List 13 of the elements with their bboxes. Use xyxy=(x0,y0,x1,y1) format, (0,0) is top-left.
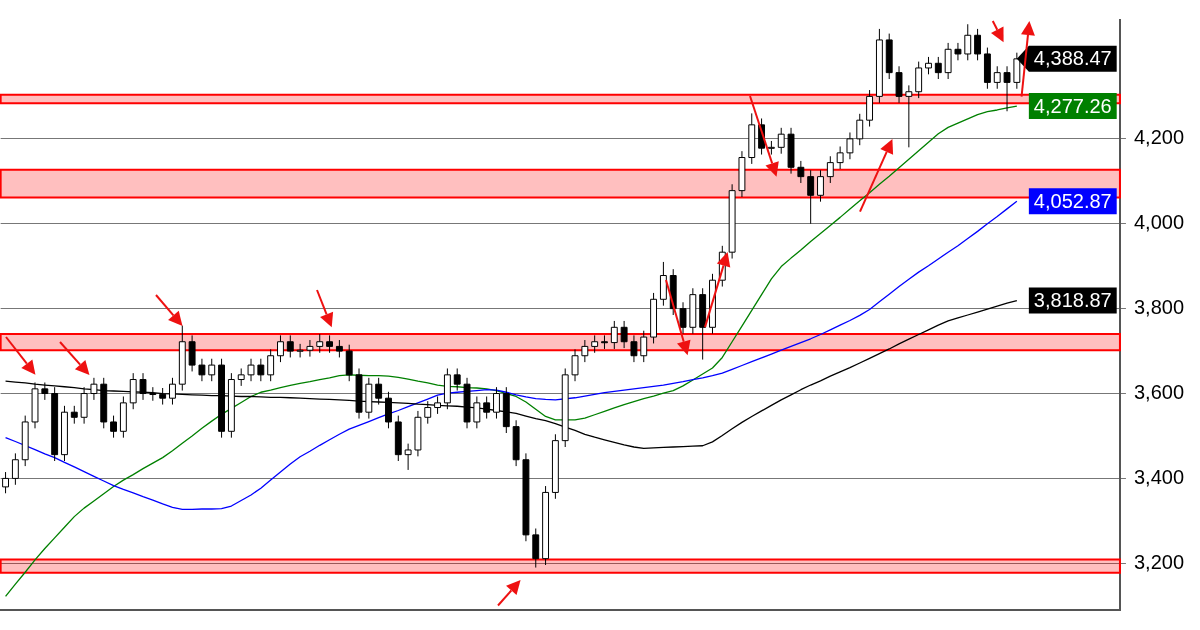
y-tick-label: 3,200 xyxy=(1133,550,1185,573)
y-tick-label: 3,800 xyxy=(1133,296,1185,319)
y-tick-label: 3,600 xyxy=(1133,381,1185,404)
y-tick-label: 4,000 xyxy=(1133,211,1185,234)
y-tick-label: 3,400 xyxy=(1133,465,1185,488)
data-label: 4,052.87 xyxy=(1033,189,1112,212)
candlestick xyxy=(817,169,824,203)
candlestick xyxy=(493,386,500,420)
text: 4,388.47 xyxy=(1033,47,1112,70)
candlestick xyxy=(110,415,118,439)
data-label: 3,818.87 xyxy=(1033,289,1112,312)
data-label: 4,277.26 xyxy=(1033,94,1112,117)
y-tick-label: 4,200 xyxy=(1133,126,1185,149)
